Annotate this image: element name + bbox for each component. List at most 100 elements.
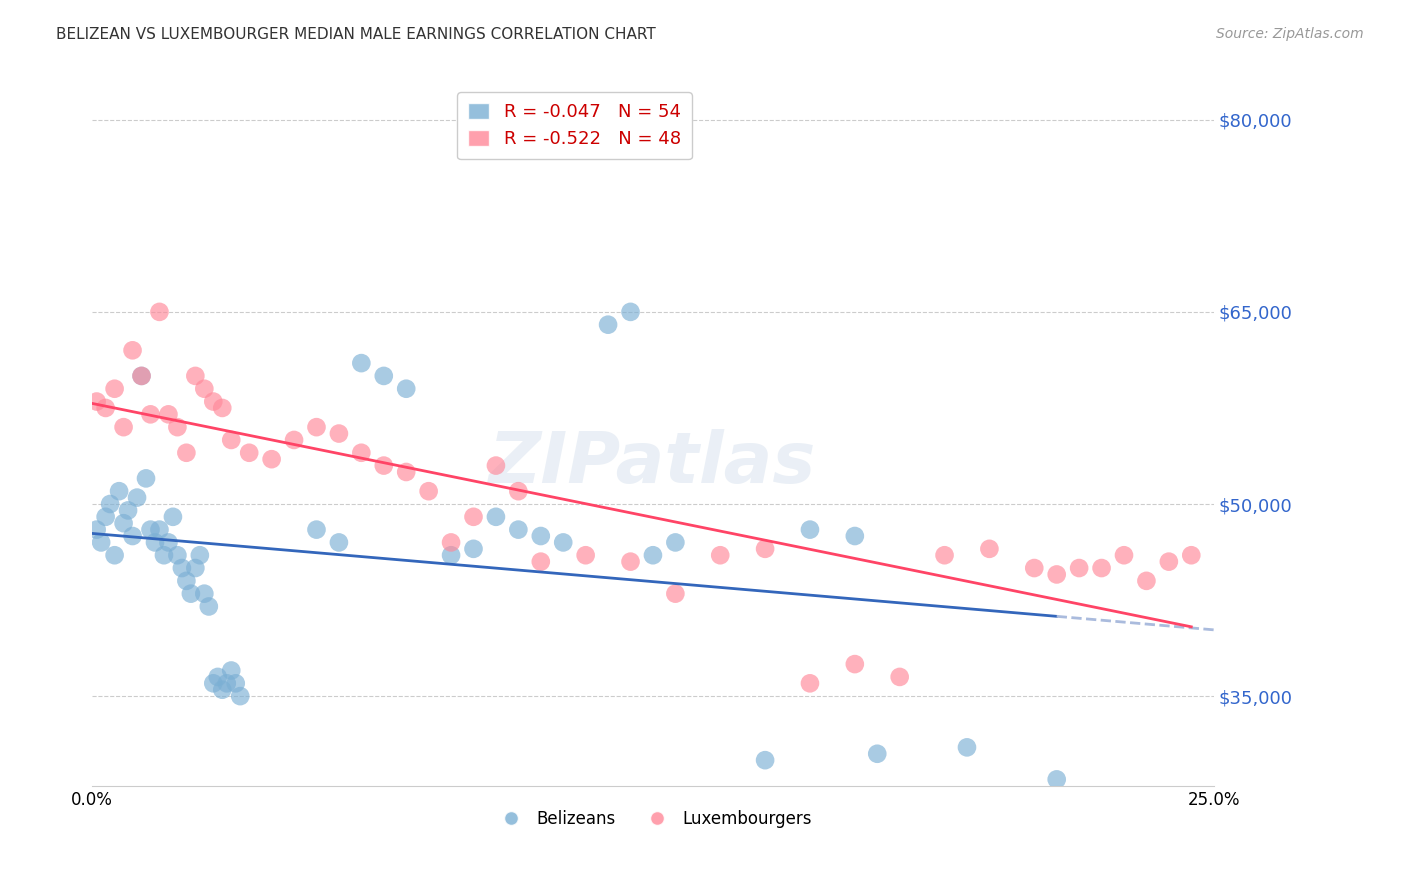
Belizeans (1046, 772, 1069, 787)
Belizeans (166, 548, 188, 562)
Belizeans (508, 523, 530, 537)
Belizeans (440, 548, 463, 562)
Luxembourgers (148, 305, 170, 319)
Belizeans (202, 676, 225, 690)
Belizeans (135, 471, 157, 485)
Luxembourgers (193, 382, 215, 396)
Legend: Belizeans, Luxembourgers: Belizeans, Luxembourgers (488, 804, 818, 835)
Belizeans (112, 516, 135, 531)
Luxembourgers (211, 401, 233, 415)
Luxembourgers (176, 446, 198, 460)
Belizeans (131, 368, 153, 383)
Belizeans (596, 318, 619, 332)
Belizeans (641, 548, 664, 562)
Luxembourgers (157, 408, 180, 422)
Luxembourgers (121, 343, 143, 358)
Luxembourgers (395, 465, 418, 479)
Luxembourgers (934, 548, 956, 562)
Luxembourgers (131, 368, 153, 383)
Luxembourgers (1180, 548, 1202, 562)
Luxembourgers (373, 458, 395, 473)
Luxembourgers (305, 420, 328, 434)
Luxembourgers (440, 535, 463, 549)
Luxembourgers (463, 509, 485, 524)
Belizeans (90, 535, 112, 549)
Luxembourgers (575, 548, 598, 562)
Belizeans (373, 368, 395, 383)
Belizeans (463, 541, 485, 556)
Belizeans (94, 509, 117, 524)
Belizeans (193, 587, 215, 601)
Luxembourgers (619, 555, 641, 569)
Luxembourgers (350, 446, 373, 460)
Belizeans (485, 509, 508, 524)
Luxembourgers (1090, 561, 1112, 575)
Luxembourgers (1046, 567, 1069, 582)
Belizeans (229, 689, 252, 703)
Belizeans (553, 535, 575, 549)
Belizeans (188, 548, 211, 562)
Luxembourgers (1135, 574, 1157, 588)
Luxembourgers (508, 484, 530, 499)
Belizeans (184, 561, 207, 575)
Belizeans (125, 491, 148, 505)
Luxembourgers (184, 368, 207, 383)
Luxembourgers (139, 408, 162, 422)
Luxembourgers (104, 382, 127, 396)
Belizeans (305, 523, 328, 537)
Belizeans (225, 676, 247, 690)
Luxembourgers (799, 676, 821, 690)
Luxembourgers (1157, 555, 1180, 569)
Belizeans (139, 523, 162, 537)
Luxembourgers (754, 541, 776, 556)
Belizeans (157, 535, 180, 549)
Belizeans (530, 529, 553, 543)
Luxembourgers (1069, 561, 1091, 575)
Belizeans (143, 535, 166, 549)
Belizeans (328, 535, 350, 549)
Luxembourgers (979, 541, 1001, 556)
Belizeans (153, 548, 176, 562)
Belizeans (866, 747, 889, 761)
Belizeans (207, 670, 229, 684)
Belizeans (956, 740, 979, 755)
Luxembourgers (86, 394, 108, 409)
Belizeans (350, 356, 373, 370)
Text: BELIZEAN VS LUXEMBOURGER MEDIAN MALE EARNINGS CORRELATION CHART: BELIZEAN VS LUXEMBOURGER MEDIAN MALE EAR… (56, 27, 657, 42)
Belizeans (198, 599, 221, 614)
Luxembourgers (238, 446, 260, 460)
Text: Source: ZipAtlas.com: Source: ZipAtlas.com (1216, 27, 1364, 41)
Luxembourgers (844, 657, 866, 672)
Belizeans (619, 305, 641, 319)
Belizeans (121, 529, 143, 543)
Belizeans (117, 503, 139, 517)
Belizeans (219, 664, 242, 678)
Belizeans (104, 548, 127, 562)
Luxembourgers (219, 433, 242, 447)
Belizeans (395, 382, 418, 396)
Luxembourgers (1024, 561, 1046, 575)
Luxembourgers (709, 548, 731, 562)
Belizeans (215, 676, 238, 690)
Belizeans (86, 523, 108, 537)
Luxembourgers (530, 555, 553, 569)
Belizeans (162, 509, 184, 524)
Belizeans (754, 753, 776, 767)
Luxembourgers (328, 426, 350, 441)
Belizeans (799, 523, 821, 537)
Belizeans (180, 587, 202, 601)
Belizeans (664, 535, 686, 549)
Belizeans (844, 529, 866, 543)
Luxembourgers (664, 587, 686, 601)
Luxembourgers (260, 452, 283, 467)
Luxembourgers (202, 394, 225, 409)
Luxembourgers (112, 420, 135, 434)
Luxembourgers (94, 401, 117, 415)
Luxembourgers (283, 433, 305, 447)
Belizeans (148, 523, 170, 537)
Belizeans (108, 484, 131, 499)
Luxembourgers (418, 484, 440, 499)
Luxembourgers (485, 458, 508, 473)
Belizeans (170, 561, 193, 575)
Belizeans (98, 497, 121, 511)
